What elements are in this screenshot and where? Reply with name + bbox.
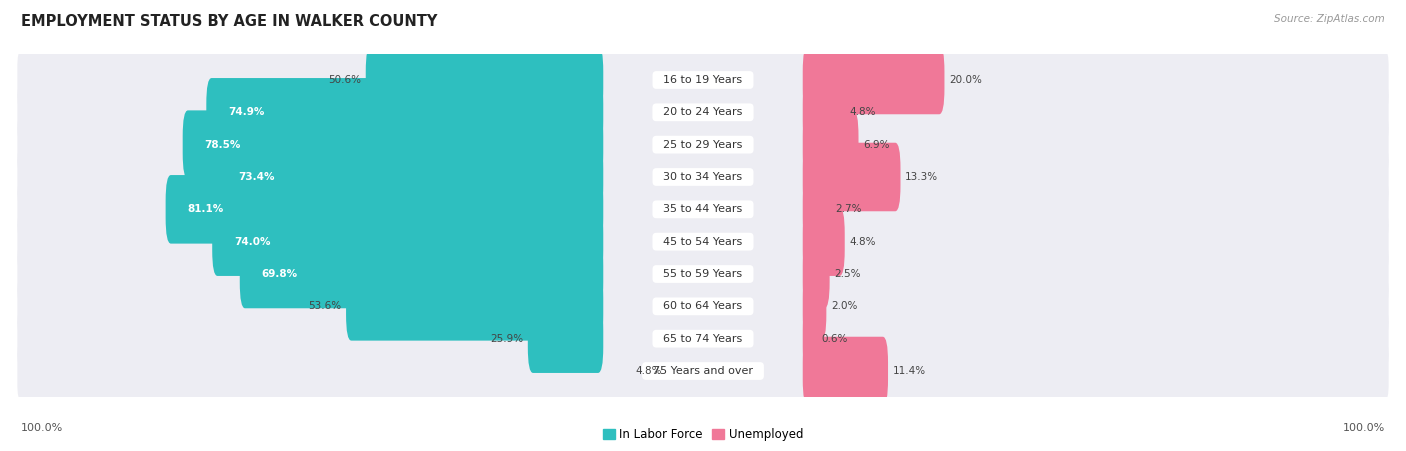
- Text: 4.8%: 4.8%: [636, 366, 662, 376]
- FancyBboxPatch shape: [217, 143, 603, 211]
- Text: 74.9%: 74.9%: [228, 107, 264, 117]
- Text: 78.5%: 78.5%: [204, 140, 240, 150]
- FancyBboxPatch shape: [17, 180, 1389, 238]
- Text: 100.0%: 100.0%: [21, 423, 63, 433]
- Text: 60 to 64 Years: 60 to 64 Years: [657, 301, 749, 311]
- FancyBboxPatch shape: [346, 272, 603, 341]
- Text: 100.0%: 100.0%: [1343, 423, 1385, 433]
- Text: 53.6%: 53.6%: [308, 301, 342, 311]
- FancyBboxPatch shape: [183, 110, 603, 179]
- Text: 20.0%: 20.0%: [949, 75, 981, 85]
- Text: 69.8%: 69.8%: [262, 269, 298, 279]
- Text: 73.4%: 73.4%: [238, 172, 274, 182]
- Text: 35 to 44 Years: 35 to 44 Years: [657, 204, 749, 214]
- Text: 16 to 19 Years: 16 to 19 Years: [657, 75, 749, 85]
- FancyBboxPatch shape: [17, 342, 1389, 400]
- FancyBboxPatch shape: [803, 46, 945, 114]
- Text: 6.9%: 6.9%: [863, 140, 890, 150]
- Text: 65 to 74 Years: 65 to 74 Years: [657, 334, 749, 344]
- FancyBboxPatch shape: [803, 207, 845, 276]
- FancyBboxPatch shape: [803, 304, 817, 373]
- FancyBboxPatch shape: [17, 245, 1389, 303]
- FancyBboxPatch shape: [17, 277, 1389, 335]
- FancyBboxPatch shape: [240, 240, 603, 308]
- Legend: In Labor Force, Unemployed: In Labor Force, Unemployed: [598, 423, 808, 446]
- FancyBboxPatch shape: [17, 83, 1389, 141]
- Text: 25.9%: 25.9%: [491, 334, 523, 344]
- FancyBboxPatch shape: [527, 304, 603, 373]
- Text: 4.8%: 4.8%: [849, 107, 876, 117]
- Text: 2.5%: 2.5%: [834, 269, 860, 279]
- FancyBboxPatch shape: [17, 51, 1389, 109]
- FancyBboxPatch shape: [212, 207, 603, 276]
- FancyBboxPatch shape: [207, 78, 603, 147]
- FancyBboxPatch shape: [803, 240, 830, 308]
- Text: 74.0%: 74.0%: [233, 237, 270, 247]
- Text: 11.4%: 11.4%: [893, 366, 925, 376]
- Text: EMPLOYMENT STATUS BY AGE IN WALKER COUNTY: EMPLOYMENT STATUS BY AGE IN WALKER COUNT…: [21, 14, 437, 28]
- Text: 2.7%: 2.7%: [835, 204, 862, 214]
- FancyBboxPatch shape: [803, 110, 859, 179]
- FancyBboxPatch shape: [803, 143, 900, 211]
- FancyBboxPatch shape: [17, 148, 1389, 206]
- FancyBboxPatch shape: [166, 175, 603, 244]
- Text: 55 to 59 Years: 55 to 59 Years: [657, 269, 749, 279]
- Text: 2.0%: 2.0%: [831, 301, 858, 311]
- Text: 0.6%: 0.6%: [821, 334, 848, 344]
- Text: 20 to 24 Years: 20 to 24 Years: [657, 107, 749, 117]
- FancyBboxPatch shape: [803, 78, 845, 147]
- FancyBboxPatch shape: [803, 175, 831, 244]
- Text: 13.3%: 13.3%: [905, 172, 938, 182]
- Text: 25 to 29 Years: 25 to 29 Years: [657, 140, 749, 150]
- FancyBboxPatch shape: [366, 46, 603, 114]
- FancyBboxPatch shape: [17, 116, 1389, 174]
- Text: 81.1%: 81.1%: [187, 204, 224, 214]
- FancyBboxPatch shape: [803, 272, 827, 341]
- Text: 30 to 34 Years: 30 to 34 Years: [657, 172, 749, 182]
- Text: Source: ZipAtlas.com: Source: ZipAtlas.com: [1274, 14, 1385, 23]
- Text: 50.6%: 50.6%: [328, 75, 361, 85]
- FancyBboxPatch shape: [803, 337, 889, 405]
- FancyBboxPatch shape: [17, 213, 1389, 271]
- Text: 75 Years and over: 75 Years and over: [645, 366, 761, 376]
- FancyBboxPatch shape: [17, 310, 1389, 368]
- Text: 45 to 54 Years: 45 to 54 Years: [657, 237, 749, 247]
- Text: 4.8%: 4.8%: [849, 237, 876, 247]
